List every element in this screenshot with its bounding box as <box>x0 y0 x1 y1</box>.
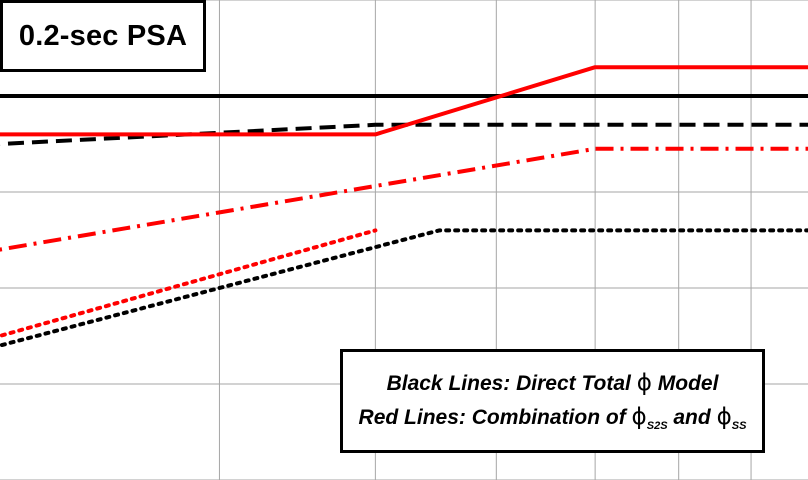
series-lines <box>0 65 808 348</box>
legend: Black Lines: Direct Total ϕ Model Red Li… <box>340 349 765 453</box>
phi-symbol: ϕ <box>631 404 647 430</box>
legend-entry-black: Black Lines: Direct Total ϕ Model <box>387 370 719 396</box>
series-line-red-dotted <box>0 228 378 338</box>
legend-red-and: and <box>673 406 711 429</box>
series-line-black-dotted <box>0 228 808 348</box>
legend-black-text: Black Lines: Direct Total <box>386 372 631 395</box>
subscript-ss: SS <box>731 420 747 432</box>
legend-entry-red: Red Lines: Combination of ϕS2S and ϕSS <box>359 404 747 432</box>
series-line-red-solid <box>0 65 808 137</box>
chart-title: 0.2-sec PSA <box>18 19 188 52</box>
chart-title-box: 0.2-sec PSA <box>0 0 206 72</box>
legend-black-suffix: Model <box>657 372 719 395</box>
legend-red-text: Red Lines: Combination of <box>358 406 626 429</box>
subscript-s2s: S2S <box>646 420 668 432</box>
phi-symbol: ϕ <box>636 370 652 396</box>
phi-symbol: ϕ <box>716 404 732 430</box>
series-line-red-dashdot <box>0 146 808 252</box>
